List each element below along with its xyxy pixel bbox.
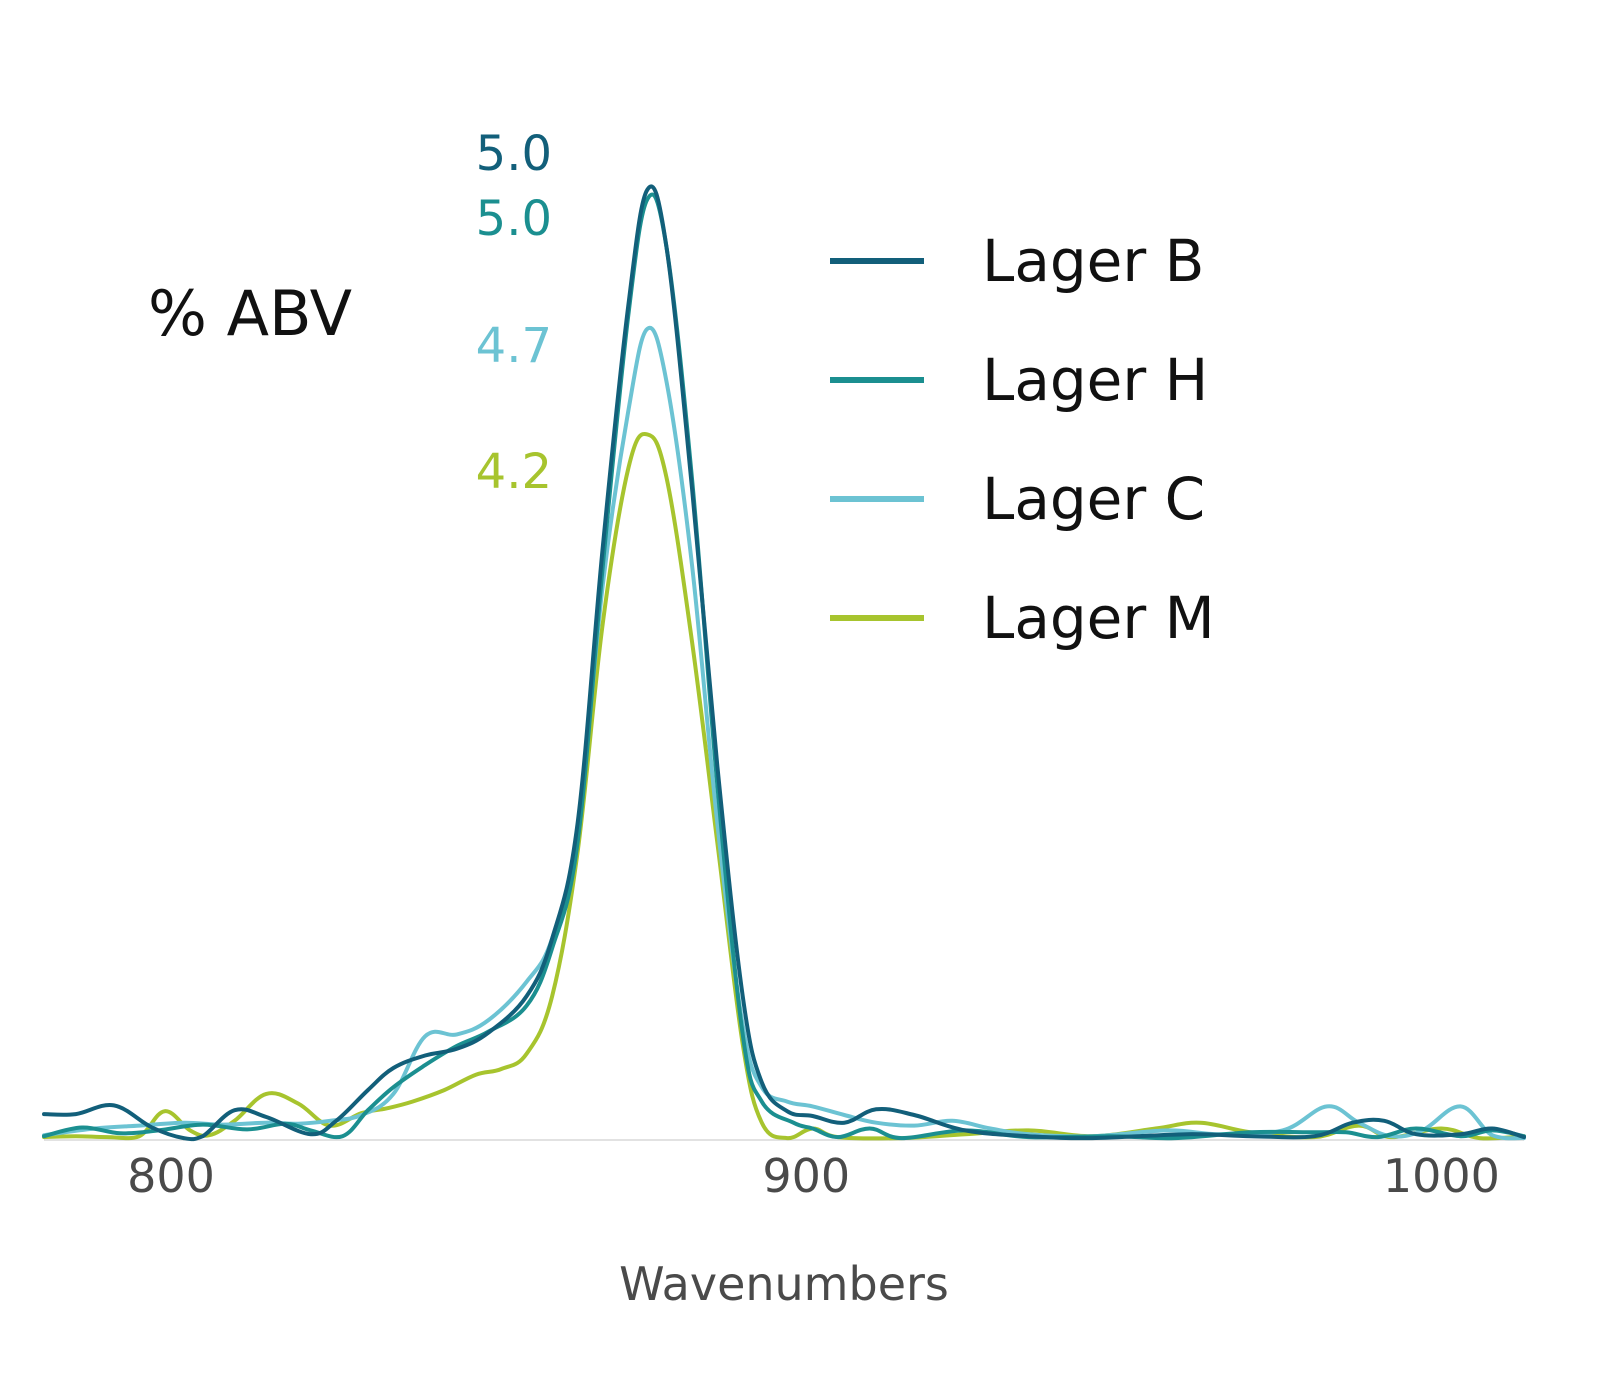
x-tick-label: 900: [762, 1149, 850, 1203]
peak-labels: 5.0 5.0 4.7 4.2: [476, 126, 552, 500]
x-tick-label: 1000: [1383, 1149, 1500, 1203]
series-line-lager-c: [42, 325, 1526, 1141]
peak-value-label: 5.0: [476, 191, 552, 247]
series-line-lager-m: [42, 431, 1526, 1141]
peak-value-label: 5.0: [476, 126, 552, 182]
x-tick-labels: 800 900 1000: [127, 1149, 1500, 1203]
legend: Lager B Lager H Lager C Lager M: [830, 227, 1215, 652]
series-layer: [42, 184, 1526, 1142]
y-axis-label: % ABV: [148, 277, 352, 350]
legend-label: Lager M: [982, 584, 1215, 652]
peak-value-label: 4.7: [476, 318, 552, 374]
legend-label: Lager B: [982, 227, 1204, 295]
x-axis-label: Wavenumbers: [619, 1257, 949, 1311]
series-line-lager-b: [42, 184, 1526, 1142]
legend-label: Lager H: [982, 346, 1208, 414]
peak-value-label: 4.2: [476, 444, 552, 500]
x-tick-label: 800: [127, 1149, 215, 1203]
legend-label: Lager C: [982, 465, 1205, 533]
